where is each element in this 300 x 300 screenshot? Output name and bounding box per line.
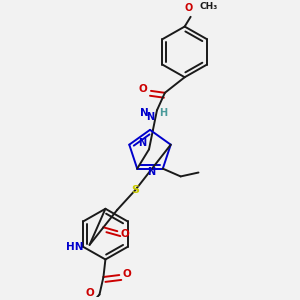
Text: N: N xyxy=(140,108,149,118)
Text: N: N xyxy=(146,112,154,122)
Text: O: O xyxy=(123,269,132,279)
Text: N: N xyxy=(147,167,155,177)
Text: H: H xyxy=(159,108,167,118)
Text: O: O xyxy=(121,229,130,239)
Text: O: O xyxy=(85,288,94,298)
Text: N: N xyxy=(138,138,146,148)
Text: O: O xyxy=(184,3,193,13)
Text: HN: HN xyxy=(66,242,84,252)
Text: S: S xyxy=(131,185,139,195)
Text: O: O xyxy=(139,84,147,94)
Text: CH₃: CH₃ xyxy=(200,2,218,10)
